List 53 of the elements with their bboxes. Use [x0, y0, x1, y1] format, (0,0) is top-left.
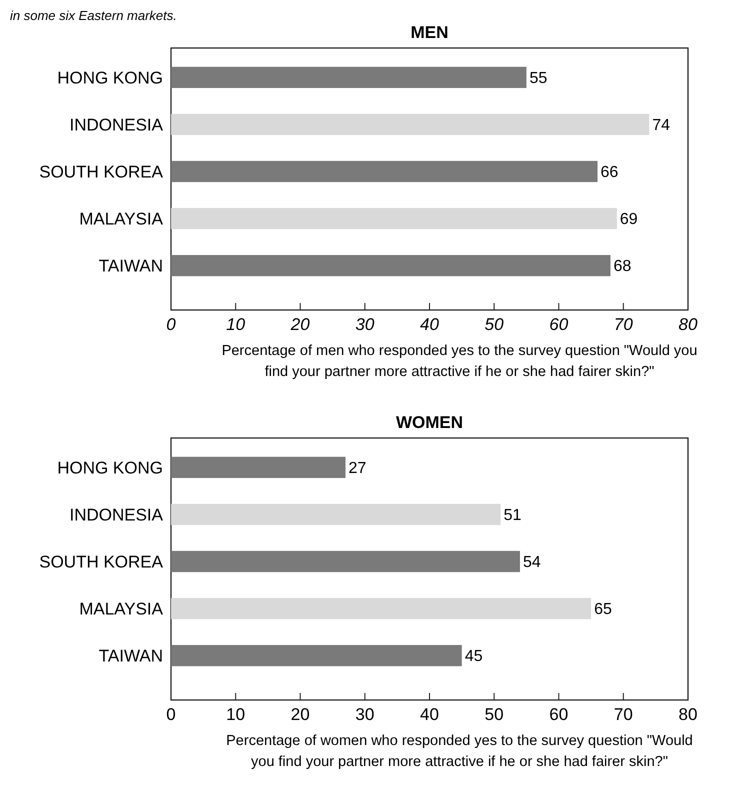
- chart-title: MEN: [410, 23, 448, 42]
- bar: [171, 66, 526, 88]
- data-label: 74: [652, 117, 670, 134]
- x-tick-label: 30: [355, 705, 374, 724]
- bar: [171, 160, 598, 182]
- x-tick-label: 20: [290, 705, 310, 724]
- text: in some six Eastern markets.: [10, 8, 177, 23]
- x-tick-label: 0: [166, 315, 176, 334]
- data-label: 51: [504, 507, 522, 524]
- y-tick-label: INDONESIA: [69, 115, 164, 134]
- data-label: 66: [600, 164, 618, 182]
- y-tick-label: HONG KONG: [57, 68, 163, 88]
- x-axis-title: Percentage of women who responded yes to the survey question "Would you find your partner more attractive if he or she had fairer skin?": [226, 733, 693, 770]
- x-tick-label: 40: [420, 315, 440, 334]
- y-tick-label: INDONESIA: [69, 505, 164, 524]
- x-tick-label: 10: [226, 315, 246, 334]
- data-label: 54: [522, 554, 541, 572]
- x-tick-label: 10: [226, 705, 246, 724]
- x-tick-label: 0: [166, 705, 176, 724]
- y-tick-label: HONG KONG: [57, 458, 163, 478]
- chart-title: WOMEN: [396, 413, 464, 432]
- x-tick-label: 20: [290, 315, 310, 334]
- y-tick-label: MALAYSIA: [79, 210, 164, 228]
- data-label: 45: [464, 648, 483, 666]
- x-tick-label: 40: [420, 705, 439, 724]
- x-tick-label: 80: [678, 315, 698, 334]
- x-tick-label: 50: [484, 315, 504, 334]
- data-label: 27: [348, 460, 366, 478]
- y-tick-label: SOUTH KOREA: [39, 162, 164, 182]
- x-tick-label: 60: [549, 705, 568, 724]
- x-tick-label: 80: [678, 705, 698, 724]
- bar: [171, 504, 501, 526]
- y-tick-label: SOUTH KOREA: [39, 552, 164, 572]
- bar: [171, 598, 592, 620]
- bar: [171, 645, 462, 666]
- bar: [171, 208, 617, 230]
- bar: [171, 456, 346, 478]
- y-tick-label: TAIWAN: [98, 256, 163, 276]
- x-tick-label: 70: [614, 705, 633, 724]
- data-label: 65: [594, 601, 612, 618]
- data-label: 55: [529, 70, 548, 88]
- x-tick-label: 50: [484, 705, 504, 724]
- bar: [171, 550, 520, 572]
- y-tick-label: TAIWAN: [98, 646, 163, 666]
- x-tick-label: 60: [549, 315, 569, 334]
- bar: [171, 114, 650, 136]
- data-label: 68: [613, 258, 632, 276]
- y-tick-label: MALAYSIA: [79, 600, 164, 618]
- x-tick-label: 70: [614, 315, 634, 334]
- x-axis-title: Percentage of men who responded yes to the survey question "Would you find your partner more attractive if he or she had fairer skin?": [222, 343, 698, 380]
- bar: [171, 255, 610, 276]
- data-label: 69: [620, 211, 638, 228]
- x-tick-label: 30: [355, 315, 375, 334]
